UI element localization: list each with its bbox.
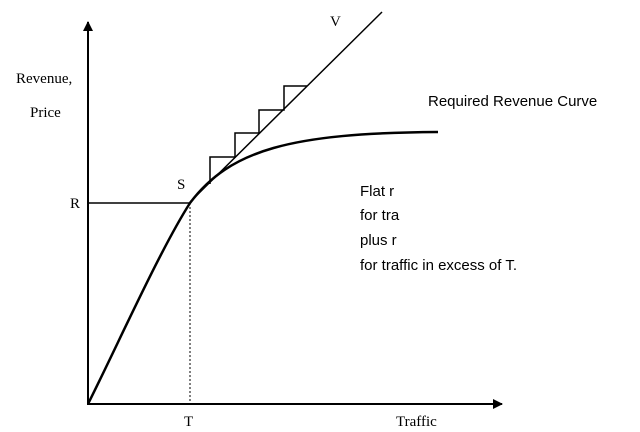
curve-label: Required Revenue Curve — [428, 93, 597, 110]
note-line: Flat r — [360, 183, 394, 200]
s-label: S — [177, 177, 185, 193]
note-line: for tra — [360, 207, 400, 224]
staircase — [209, 85, 307, 184]
v-label: V — [330, 14, 341, 30]
r-label: R — [70, 196, 80, 212]
note-line: for traffic in excess of T. — [360, 257, 517, 274]
note-line: plus r — [360, 232, 397, 249]
x-axis-label: Traffic — [396, 414, 437, 430]
y-axis-label: Price — [30, 105, 61, 121]
revenue-curve — [86, 130, 439, 405]
t-label: T — [184, 414, 193, 430]
y-axis-label: Revenue, — [16, 71, 72, 87]
